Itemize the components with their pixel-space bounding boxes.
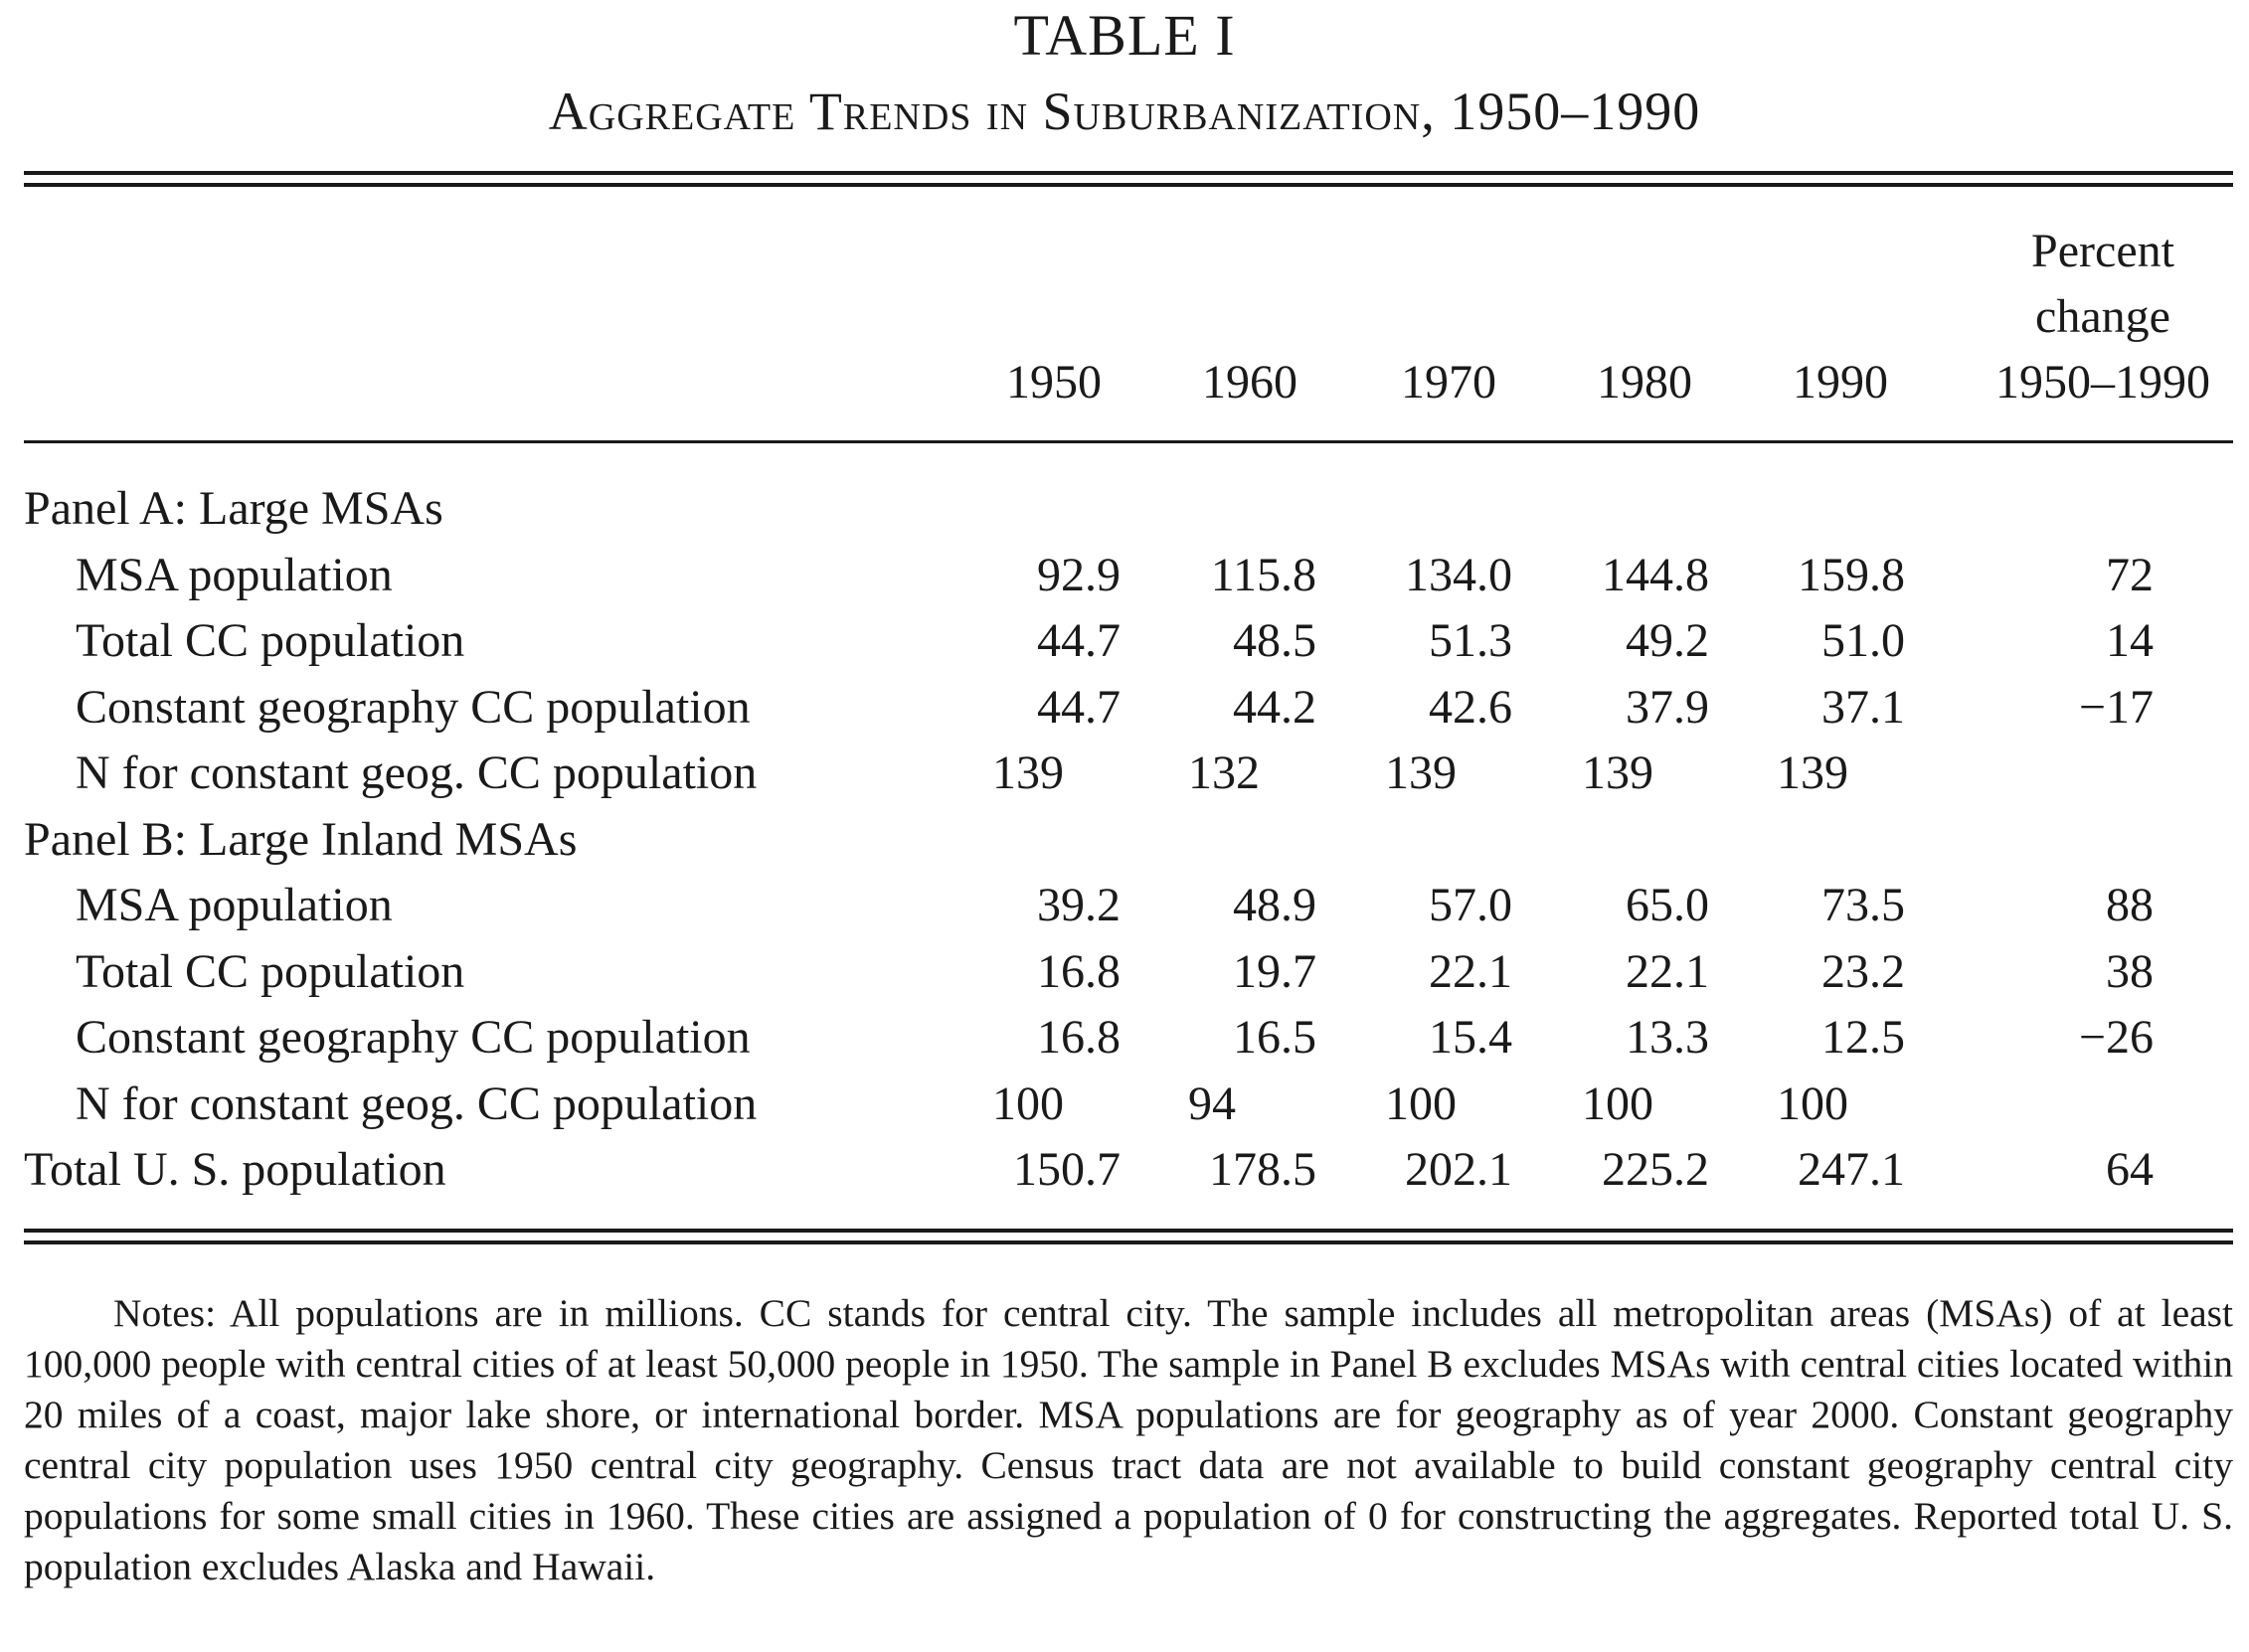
percent-change-cell: 88 [2106,879,2154,931]
panel-b-row: MSA population 39.2 48.9 57.0 65.0 73.5 88 [0,873,2249,938]
value-cell: 94 [1188,1076,1236,1130]
pct-header-line-1: Percent [2031,225,2174,277]
value-cell: 22.1 [1626,944,1709,998]
panel-a-row: N for constant geog. CC population 139 132… [0,741,2249,806]
panel-b-row: Constant geography CC population 16.8 16.5… [0,1005,2249,1071]
row-label: MSA population [76,548,393,601]
year-header-1950: 1950 [1006,356,1102,409]
value-cell: 44.2 [1233,680,1316,734]
table-title: TABLE I [1013,3,1236,68]
value-cell: 57.0 [1429,879,1512,931]
panel-a-row: Total CC population 44.7 48.5 51.3 49.2 51.0 1… [0,608,2249,674]
value-cell: 13.3 [1626,1011,1709,1064]
percent-change-cell: 14 [2106,614,2154,667]
value-cell: 16.8 [1037,1011,1121,1064]
value-cell: 202.1 [1405,1143,1512,1196]
panel-b-heading: Panel B: Large Inland MSAs [0,807,2249,873]
panel-a-heading: Panel A: Large MSAs [0,476,2249,542]
value-cell: 48.5 [1233,614,1316,667]
top-rule-1 [24,171,2233,175]
value-cell: 44.7 [1037,680,1121,734]
value-cell: 159.8 [1798,548,1905,601]
value-cell: 22.1 [1429,944,1512,998]
top-rule-2 [24,183,2233,187]
table-notes: Notes: All populations are in millions. … [24,1291,2233,1588]
value-cell: 73.5 [1821,879,1905,931]
value-cell: 16.8 [1037,944,1121,998]
value-cell: 139 [1385,746,1457,799]
percent-change-cell: −17 [2078,680,2154,734]
value-cell: 100 [1385,1076,1457,1130]
year-header-1970: 1970 [1401,356,1496,409]
value-cell: 19.7 [1233,944,1316,998]
row-label: Total CC population [76,944,465,998]
value-cell: 12.5 [1821,1011,1905,1064]
percent-change-cell: 72 [2106,548,2154,601]
bottom-rule-2 [24,1240,2233,1244]
value-cell: 100 [1582,1076,1653,1130]
percent-change-cell: 38 [2106,944,2154,998]
value-cell: 39.2 [1037,879,1121,931]
row-label: Constant geography CC population [76,680,751,734]
panel-heading: Panel A: Large MSAs [24,482,443,535]
total-row: Total U. S. population 150.7 178.5 202.1 225… [0,1137,2249,1203]
value-cell: 139 [1582,746,1653,799]
value-cell: 178.5 [1209,1143,1316,1196]
value-cell: 23.2 [1821,944,1905,998]
header-rule [24,440,2233,443]
row-label: N for constant geog. CC population [76,1076,758,1130]
value-cell: 247.1 [1798,1143,1905,1196]
panel-b-row: Total CC population 16.8 19.7 22.1 22.1 23.2 3… [0,939,2249,1005]
row-label: Constant geography CC population [76,1011,751,1064]
value-cell: 15.4 [1429,1011,1512,1064]
value-cell: 92.9 [1037,548,1121,601]
year-header-1960: 1960 [1202,356,1298,409]
value-cell: 132 [1188,746,1260,799]
value-cell: 225.2 [1602,1143,1709,1196]
percent-change-cell: 64 [2106,1143,2154,1196]
value-cell: 100 [992,1076,1064,1130]
value-cell: 16.5 [1233,1011,1316,1064]
value-cell: 65.0 [1626,879,1709,931]
panel-a-row: MSA population 92.9 115.8 134.0 144.8 159.8 72 [0,543,2249,608]
row-label: Total CC population [76,614,465,667]
value-cell: 42.6 [1429,680,1512,734]
row-label: Total U. S. population [24,1143,446,1196]
value-cell: 134.0 [1405,548,1512,601]
value-cell: 139 [992,746,1064,799]
value-cell: 49.2 [1626,614,1709,667]
pct-header-line-3: 1950–1990 [1995,356,2210,409]
value-cell: 144.8 [1602,548,1709,601]
value-cell: 37.9 [1626,680,1709,734]
table-subtitle: Aggregate Trends in Suburbanization, 195… [548,82,1701,141]
value-cell: 100 [1777,1076,1848,1130]
row-label: MSA population [76,879,393,931]
panel-heading: Panel B: Large Inland MSAs [24,812,578,866]
row-label: N for constant geog. CC population [76,746,758,799]
value-cell: 115.8 [1210,548,1316,601]
percent-change-cell: −26 [2078,1011,2154,1064]
value-cell: 44.7 [1037,614,1121,667]
value-cell: 150.7 [1013,1143,1121,1196]
year-header-1990: 1990 [1793,356,1888,409]
panel-b-row: N for constant geog. CC population 100 94 1… [0,1072,2249,1137]
value-cell: 37.1 [1821,680,1905,734]
value-cell: 139 [1777,746,1848,799]
panel-a-row: Constant geography CC population 44.7 44.2… [0,675,2249,741]
value-cell: 51.0 [1821,614,1905,667]
bottom-rule-1 [24,1229,2233,1233]
year-header-1980: 1980 [1597,356,1692,409]
pct-header-line-2: change [2035,290,2170,343]
value-cell: 48.9 [1233,879,1316,931]
value-cell: 51.3 [1429,614,1512,667]
